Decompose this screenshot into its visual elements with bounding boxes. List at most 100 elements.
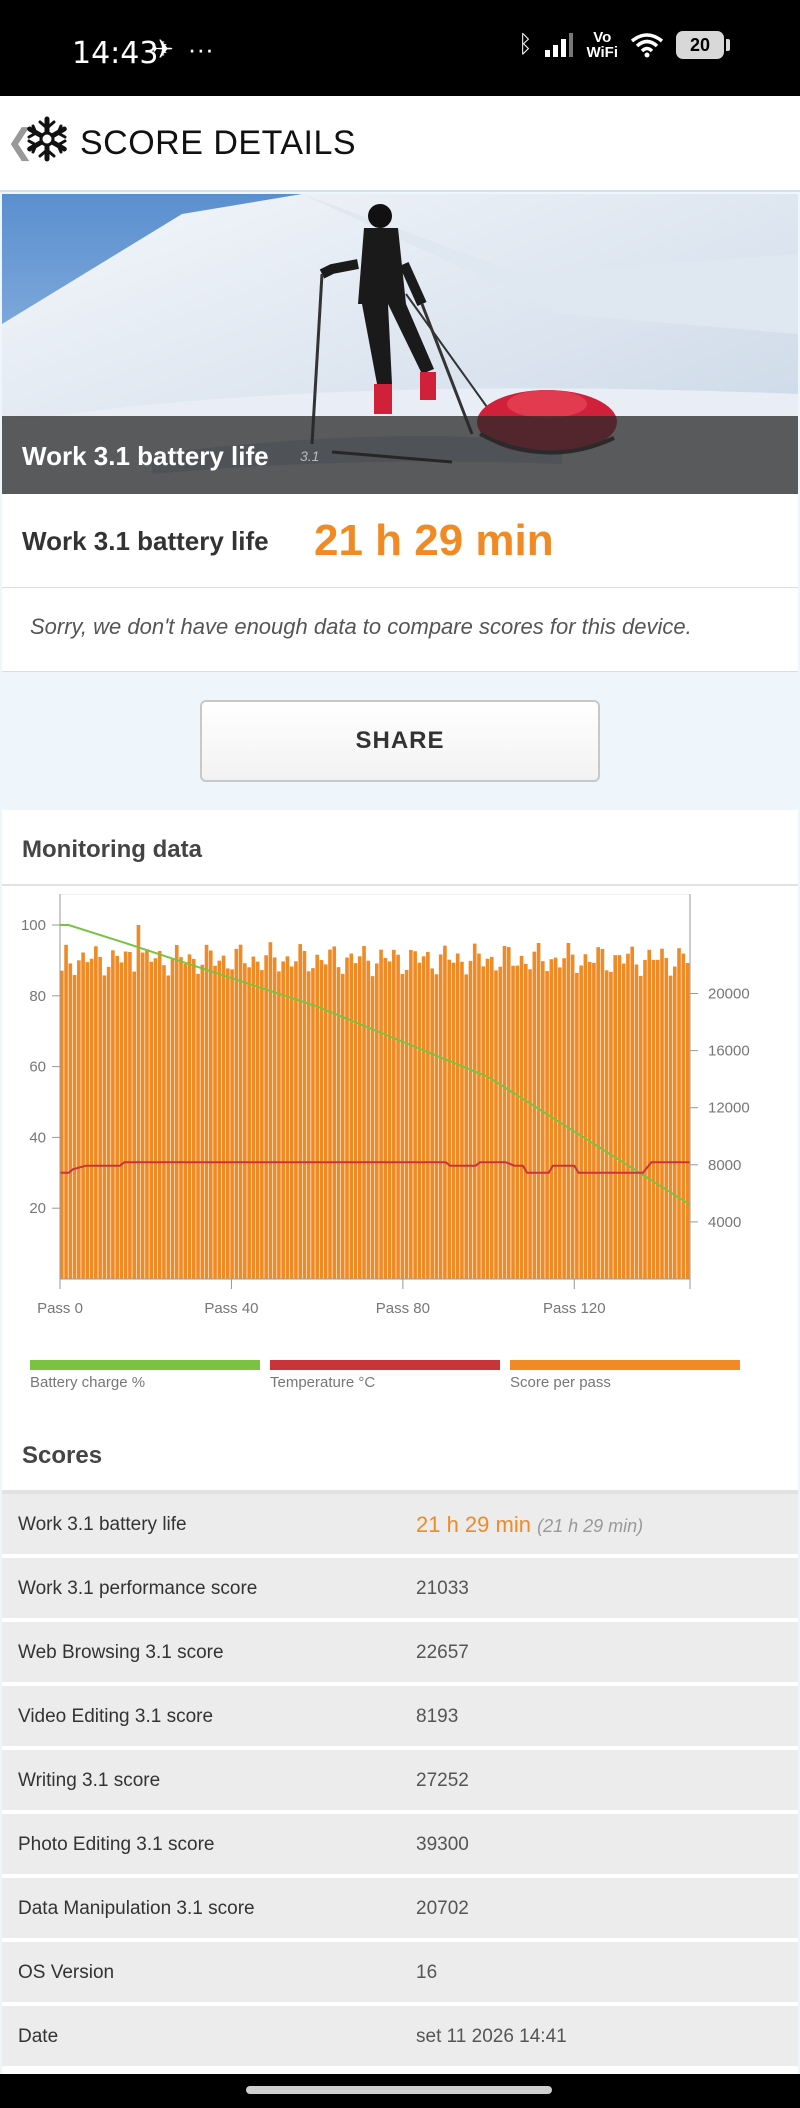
score-value: 8193 <box>416 1706 459 1727</box>
score-bar <box>468 960 473 1279</box>
score-bar <box>664 957 669 1279</box>
score-bar <box>387 961 392 1279</box>
score-value: 20702 <box>416 1898 469 1919</box>
score-bar <box>375 963 379 1279</box>
legend-score-swatch <box>510 1360 740 1370</box>
score-bar <box>672 966 677 1279</box>
legend-temperature-label: Temperature °C <box>270 1374 376 1391</box>
status-left-icons: ✈ ··· <box>152 34 214 65</box>
score-bar <box>392 949 396 1279</box>
legend-temperature: Temperature °C <box>270 1360 500 1391</box>
battery-icon: 20 <box>676 31 730 59</box>
status-time: 14:43 <box>72 36 159 71</box>
score-label: Work 3.1 battery life <box>18 1514 187 1535</box>
score-bar <box>575 972 579 1279</box>
table-row: Work 3.1 performance score 21033 <box>2 1554 798 1618</box>
score-label: Web Browsing 3.1 score <box>18 1642 224 1663</box>
status-right-icons: ᛒ Vo WiFi 20 <box>518 29 730 60</box>
score-bar <box>655 959 660 1279</box>
score-bar <box>511 965 515 1279</box>
scores-table: Work 3.1 battery life 21 h 29 min (21 h … <box>2 1490 798 2066</box>
score-bar <box>81 952 85 1279</box>
monitoring-divider <box>2 884 798 886</box>
hero-title: Work 3.1 battery life <box>22 441 269 471</box>
missed-call-icon: ✈ <box>152 34 174 64</box>
table-row: Web Browsing 3.1 score 22657 <box>2 1618 798 1682</box>
score-bar <box>592 962 596 1279</box>
score-bar <box>455 953 460 1279</box>
score-bar <box>621 963 626 1279</box>
legend-battery-swatch <box>30 1360 260 1370</box>
score-bar <box>383 958 388 1279</box>
score-bar <box>481 966 486 1279</box>
score-bar <box>217 960 222 1279</box>
score-bar <box>94 946 98 1279</box>
score-value-sub: (21 h 29 min) <box>537 1516 644 1536</box>
monitoring-title: Monitoring data <box>22 836 202 863</box>
score-bar <box>345 957 349 1279</box>
score-bar <box>72 974 77 1279</box>
home-indicator[interactable] <box>246 2086 552 2094</box>
score-bar <box>638 975 643 1279</box>
score-bar <box>200 964 205 1279</box>
score-bar <box>226 968 230 1279</box>
score-value-main: 21 h 29 min <box>416 1512 531 1537</box>
score-value: 21033 <box>416 1578 469 1599</box>
score-bar <box>506 947 511 1279</box>
score-bar <box>426 951 430 1279</box>
score-bar <box>243 963 247 1279</box>
score-bar <box>230 969 234 1279</box>
score-bar <box>430 968 434 1279</box>
score-bar <box>221 955 226 1279</box>
score-bar <box>681 953 686 1279</box>
score-bar <box>643 959 647 1279</box>
score-bar <box>187 954 192 1279</box>
compare-note: Sorry, we don't have enough data to comp… <box>2 588 798 672</box>
score-bar <box>264 955 268 1279</box>
score-bar <box>64 944 68 1279</box>
score-bar <box>289 966 294 1279</box>
score-bar <box>85 962 90 1279</box>
legend-battery-label: Battery charge % <box>30 1374 146 1391</box>
score-value: set 11 2026 14:41 <box>416 2026 567 2047</box>
score-bar <box>208 950 213 1279</box>
score-bar <box>660 948 664 1279</box>
score-label: Video Editing 3.1 score <box>18 1706 214 1727</box>
score-bar <box>349 953 354 1279</box>
score-bar <box>328 949 332 1279</box>
wifi-icon <box>630 33 664 58</box>
result-label: Work 3.1 battery life <box>22 526 269 556</box>
score-value: 21 h 29 min (21 h 29 min) <box>416 1512 643 1538</box>
score-bar <box>213 965 217 1279</box>
score-bar <box>421 956 426 1279</box>
share-button[interactable]: SHARE <box>200 700 600 782</box>
score-bar <box>502 945 507 1279</box>
score-bar <box>562 958 566 1279</box>
score-bar <box>191 958 196 1279</box>
score-bar <box>447 959 451 1279</box>
right-tick-label: 20000 <box>708 986 750 1003</box>
monitoring-chart: 100 80 60 40 20 20000 16000 12000 8000 4000 Pass 0… <box>21 894 750 1317</box>
right-tick-label: 4000 <box>708 1214 741 1231</box>
score-value: 22657 <box>416 1642 469 1663</box>
score-bar <box>247 967 251 1279</box>
table-row: Data Manipulation 3.1 score 20702 <box>2 1874 798 1938</box>
score-bar <box>302 950 307 1279</box>
score-bar <box>523 963 528 1279</box>
score-bar <box>336 967 341 1279</box>
score-bar <box>613 955 617 1279</box>
score-bar <box>451 962 456 1279</box>
vowifi-line1: Vo <box>593 29 612 46</box>
score-bar <box>464 974 469 1279</box>
score-bar <box>68 963 73 1279</box>
score-bar <box>174 944 179 1279</box>
skier-figure <box>310 204 493 464</box>
score-bar <box>323 964 328 1279</box>
score-bar <box>277 971 281 1279</box>
score-bar <box>460 961 464 1279</box>
score-bar <box>357 956 362 1279</box>
score-bar <box>413 951 417 1279</box>
score-bar <box>566 942 571 1279</box>
score-bar <box>140 952 145 1279</box>
hero-image: Work 3.1 battery life 3.1 <box>2 194 798 494</box>
